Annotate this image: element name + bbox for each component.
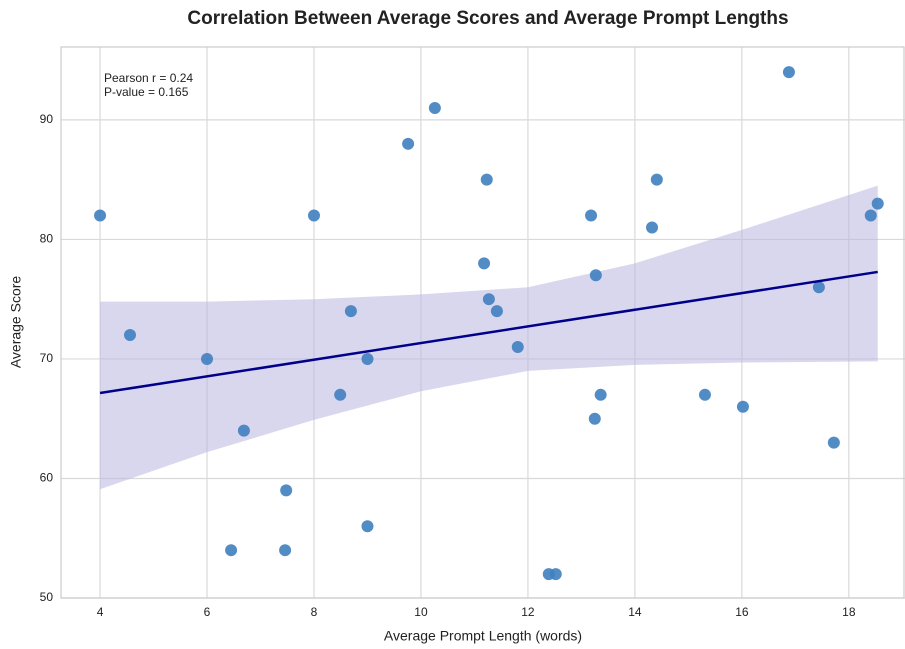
data-point xyxy=(549,568,562,581)
y-tick-label: 90 xyxy=(40,112,54,126)
x-tick-label: 18 xyxy=(842,605,856,619)
data-point xyxy=(94,209,107,222)
data-point xyxy=(589,269,602,282)
data-point xyxy=(361,520,374,533)
data-point xyxy=(428,101,441,114)
data-point xyxy=(812,281,825,294)
data-point xyxy=(478,257,491,270)
data-point xyxy=(123,329,136,342)
x-tick-label: 10 xyxy=(414,605,428,619)
x-tick-label: 8 xyxy=(311,605,318,619)
data-point xyxy=(736,400,749,413)
x-tick-label: 12 xyxy=(521,605,535,619)
data-point xyxy=(588,412,601,425)
confidence-band xyxy=(100,185,878,490)
data-point xyxy=(871,197,884,210)
x-tick-label: 6 xyxy=(204,605,211,619)
x-axis-label: Average Prompt Length (words) xyxy=(384,628,582,644)
y-axis-label: Average Score xyxy=(8,276,24,369)
x-tick-label: 16 xyxy=(735,605,749,619)
annotation: Pearson r = 0.24 xyxy=(104,71,193,85)
data-point xyxy=(480,173,493,186)
data-point xyxy=(361,352,374,365)
annotation: P-value = 0.165 xyxy=(104,85,189,99)
data-point xyxy=(334,388,347,401)
data-point xyxy=(782,66,795,79)
data-point xyxy=(511,341,524,354)
data-point xyxy=(698,388,711,401)
data-point xyxy=(650,173,663,186)
chart-title: Correlation Between Average Scores and A… xyxy=(187,8,788,29)
data-point xyxy=(490,305,503,318)
data-point xyxy=(201,352,214,365)
regression-line xyxy=(99,270,878,395)
data-point xyxy=(280,484,293,497)
y-tick-label: 70 xyxy=(40,351,54,365)
plot-frame xyxy=(60,46,905,599)
data-point xyxy=(585,209,598,222)
x-tick-label: 14 xyxy=(628,605,642,619)
x-tick-label: 4 xyxy=(97,605,104,619)
data-point xyxy=(279,544,292,557)
data-point xyxy=(646,221,659,234)
data-point xyxy=(344,305,357,318)
y-tick-label: 50 xyxy=(40,590,54,604)
data-point xyxy=(225,544,238,557)
data-point xyxy=(827,436,840,449)
data-point xyxy=(864,209,877,222)
data-point xyxy=(307,209,320,222)
y-tick-label: 60 xyxy=(40,471,54,485)
data-point xyxy=(402,137,415,150)
y-tick-label: 80 xyxy=(40,232,54,246)
data-point xyxy=(237,424,250,437)
data-point xyxy=(594,388,607,401)
data-point xyxy=(482,293,495,306)
